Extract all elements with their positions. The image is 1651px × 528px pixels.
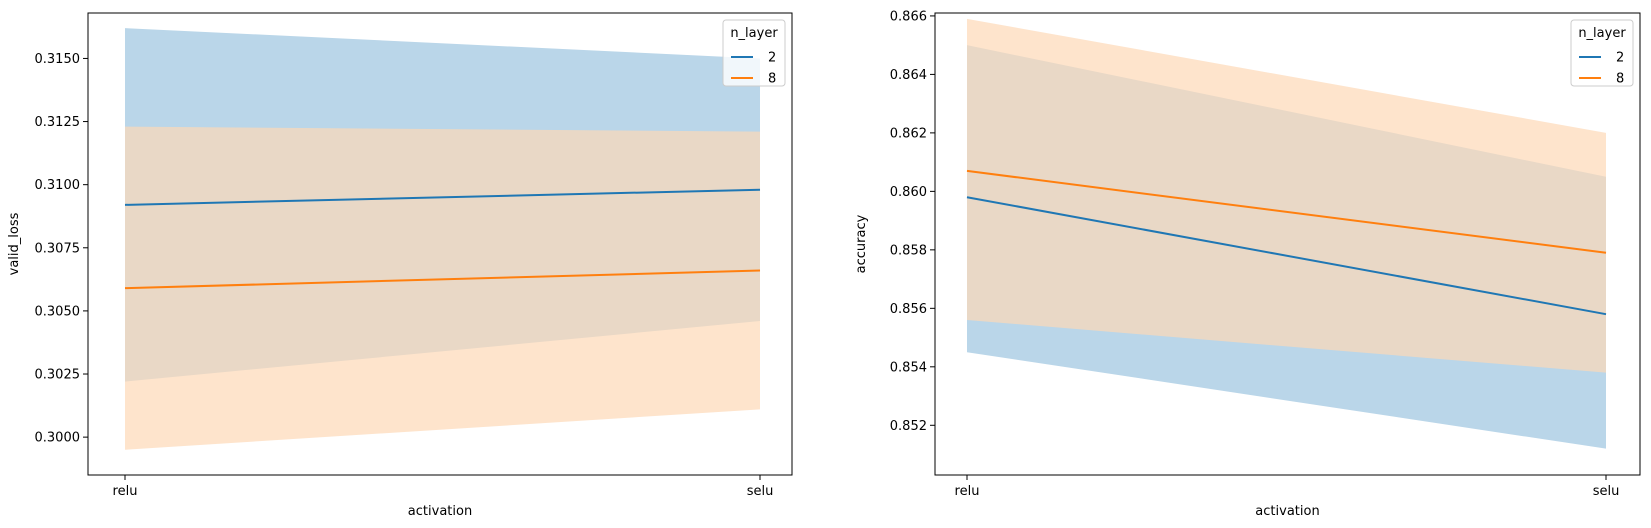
y-tick-label: 0.3050 — [35, 304, 81, 319]
legend-title: n_layer — [730, 26, 778, 41]
chart-panel-2: 0.852 0.854 0.856 0.858 0.860 0.862 0.864 0.866… — [854, 9, 1641, 519]
legend-label-8: 8 — [1616, 72, 1624, 87]
series-line-2 — [124, 188, 761, 206]
ci-band-8 — [967, 18, 1606, 373]
plot-frame — [934, 12, 1641, 476]
legend-title: n_layer — [1578, 26, 1626, 41]
chart-panel-1: 0.3000 0.3025 0.3050 0.3075 0.3100 0.3125 0.31… — [7, 12, 793, 519]
legend-box — [722, 19, 786, 87]
y-tick-label: 0.866 — [890, 9, 927, 24]
y-tick-label: 0.854 — [890, 360, 927, 375]
y-tick-label: 0.3150 — [35, 52, 81, 67]
ci-band-8 — [125, 126, 760, 450]
y-tick-label: 0.3125 — [35, 115, 81, 130]
x-axis-label: activation — [1255, 504, 1319, 519]
x-axis-label: activation — [408, 504, 472, 519]
y-tick-label: 0.3100 — [35, 178, 81, 193]
y-tick-label: 0.3025 — [35, 368, 81, 383]
y-tick-label: 0.860 — [890, 185, 927, 200]
y-tick-label: 0.864 — [890, 68, 927, 83]
x-tick-label: relu — [955, 484, 980, 499]
legend: n_layer 2 8 — [722, 19, 786, 87]
legend-label-8: 8 — [768, 72, 776, 87]
series-line-2 — [966, 196, 1607, 316]
legend-box — [1570, 19, 1634, 87]
legend: n_layer 2 8 — [1570, 19, 1634, 87]
x-tick-label: selu — [747, 484, 774, 499]
legend-label-2: 2 — [1616, 51, 1624, 66]
y-tick-label: 0.858 — [890, 243, 927, 258]
y-tick-label: 0.3000 — [35, 431, 81, 446]
series-line-8 — [124, 269, 761, 290]
x-tick-label: selu — [1593, 484, 1620, 499]
x-tick-label: relu — [113, 484, 138, 499]
legend-label-2: 2 — [768, 51, 776, 66]
y-axis-label: valid_loss — [7, 212, 22, 275]
y-tick-label: 0.852 — [890, 419, 927, 434]
y-axis-label: accuracy — [854, 214, 869, 273]
y-tick-label: 0.856 — [890, 302, 927, 317]
y-tick-label: 0.3075 — [35, 241, 81, 256]
series-line-8 — [966, 169, 1607, 254]
y-tick-label: 0.862 — [890, 126, 927, 141]
plot-frame — [87, 12, 793, 476]
